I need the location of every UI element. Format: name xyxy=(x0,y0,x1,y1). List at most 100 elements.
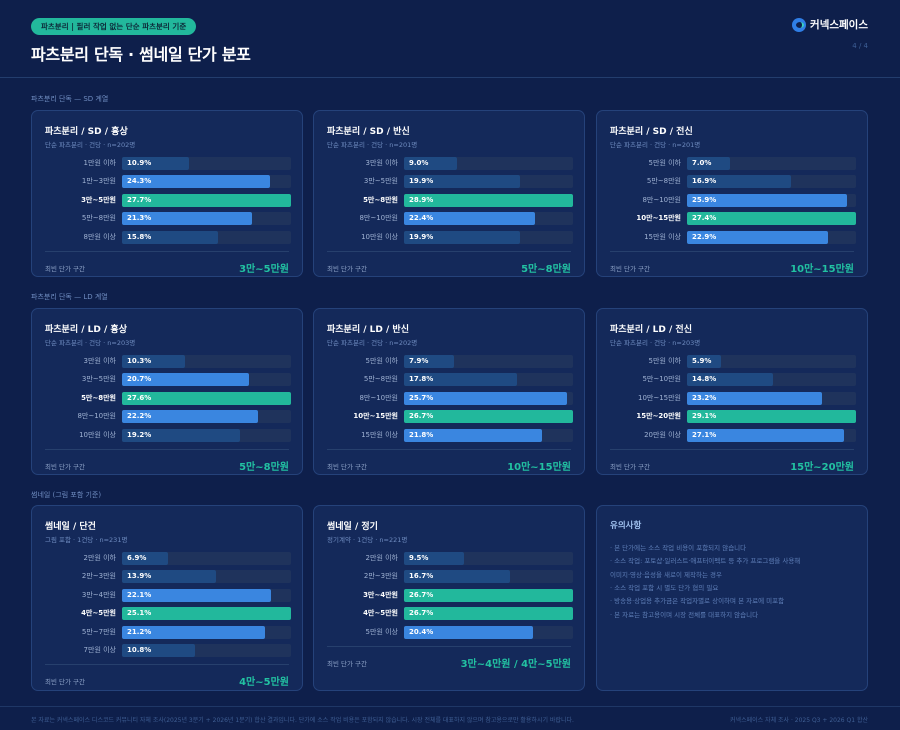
bar-row: 5만~8만원 21.3% xyxy=(32,212,302,226)
bar-label: 5만~8만원 xyxy=(81,393,116,402)
mode-label: 최빈 단가 구간 xyxy=(327,660,368,668)
bar-row: 15만원 이상 22.9% xyxy=(597,230,867,244)
price-card: 파츠분리 / LD / 반신 단순 파츠분리 · 건당 · n=202명 5만원… xyxy=(313,308,585,475)
bar-fill xyxy=(122,355,186,368)
bar-fill xyxy=(404,428,542,442)
bar-label: 4만~5만원 xyxy=(81,609,116,618)
bar-value: 21.2% xyxy=(127,627,152,636)
bar-track: 22.2% xyxy=(122,410,291,424)
bar-track: 23.2% xyxy=(687,391,856,405)
mode-value: 10만~15만원 xyxy=(790,264,854,275)
bar-fill xyxy=(687,373,773,387)
bar-fill xyxy=(404,355,454,368)
bar-track: 27.6% xyxy=(122,391,291,405)
bar-track: 10.9% xyxy=(122,157,291,170)
card-title: 파츠분리 / SD / 반신 xyxy=(327,127,410,137)
bar-fill xyxy=(687,230,829,244)
mode-label: 최빈 단가 구간 xyxy=(45,265,86,273)
price-card: 파츠분리 / SD / 반신 단순 파츠분리 · 건당 · n=201명 3만원… xyxy=(313,110,585,277)
bar-track: 22.4% xyxy=(404,212,573,226)
price-card: 파츠분리 / LD / 흉상 단순 파츠분리 · 건당 · n=203명 3만원… xyxy=(31,308,303,475)
bar-label: 5만~8만원 xyxy=(81,214,116,223)
bar-value: 9.5% xyxy=(409,554,429,562)
bar-track: 9.5% xyxy=(404,552,573,565)
bar-value: 22.1% xyxy=(127,590,152,599)
bar-label: 3만~4만원 xyxy=(363,590,398,599)
bar-fill xyxy=(404,193,573,207)
bar-label: 3만원 이하 xyxy=(365,159,398,167)
bar-fill xyxy=(122,428,240,442)
bar-label: 2만~3만원 xyxy=(363,572,398,581)
brand-logo: 커넥스페이스 xyxy=(792,17,868,32)
mode-label: 최빈 단가 구간 xyxy=(610,463,651,471)
bar-fill xyxy=(122,193,291,207)
mode-value: 5만~8만원 xyxy=(521,264,571,275)
bar-label: 3만~5만원 xyxy=(81,375,116,384)
bar-row: 3만~5만원 20.7% xyxy=(32,373,302,387)
bar-track: 20.4% xyxy=(404,625,573,639)
footer-source: 커넥스페이스 자체 조사 · 2025 Q3 + 2026 Q1 합산 xyxy=(730,717,868,724)
bar-fill xyxy=(122,410,258,424)
bar-label: 3만~5만원 xyxy=(81,195,116,204)
bar-label: 10만~15만원 xyxy=(353,412,398,421)
bar-value: 19.9% xyxy=(409,177,434,186)
bar-row: 5만~10만원 14.8% xyxy=(597,373,867,387)
bar-value: 16.9% xyxy=(692,177,717,186)
bar-label: 8만~10만원 xyxy=(359,393,398,402)
bar-row: 10만원 이상 19.2% xyxy=(32,428,302,442)
bar-row: 5만~8만원 28.9% xyxy=(314,193,584,207)
bar-track: 7.9% xyxy=(404,355,573,368)
bar-value: 17.8% xyxy=(409,375,434,384)
bar-row: 10만~15만원 23.2% xyxy=(597,391,867,405)
bar-fill xyxy=(404,391,567,405)
mode-value: 3만~5만원 xyxy=(239,264,289,275)
bar-value: 25.9% xyxy=(692,195,717,204)
bar-row: 2만원 이하 9.5% xyxy=(314,552,584,565)
bar-track: 26.7% xyxy=(404,607,573,621)
bar-row: 20만원 이상 27.1% xyxy=(597,428,867,442)
bar-fill xyxy=(687,410,856,424)
bar-label: 1만원 이하 xyxy=(83,159,116,167)
bar-value: 15.8% xyxy=(127,232,152,241)
category-badge: 파츠분리 | 필러 작업 없는 단순 파츠분리 기준 xyxy=(31,18,197,35)
card-subtitle: 단순 파츠분리 · 건당 · n=201명 xyxy=(610,141,701,149)
mode-value: 15만~20만원 xyxy=(790,462,854,473)
bar-row: 3만원 이하 10.3% xyxy=(32,355,302,368)
card-divider xyxy=(45,251,289,252)
page-indicator: 4 / 4 xyxy=(852,42,868,50)
note-item: 이미지·영상·음성을 새로이 제작하는 경우 xyxy=(610,570,722,579)
bar-row: 3만~5만원 27.7% xyxy=(32,193,302,207)
bar-row: 8만~10만원 25.9% xyxy=(597,193,867,207)
bar-fill xyxy=(122,391,291,405)
bar-value: 16.7% xyxy=(409,572,434,581)
footer-divider xyxy=(0,706,900,707)
notes-card: 유의사항 · 본 단가에는 소스 작업 비용이 포함되지 않습니다 · 소스 작업… xyxy=(596,505,868,691)
bar-label: 1만~3만원 xyxy=(81,177,116,186)
note-item: · 소스 작업: 포토샵·일러스트·애프터이펙트 등 추가 프로그램을 사용해 xyxy=(610,557,801,566)
bar-row: 10만원 이상 19.9% xyxy=(314,230,584,244)
bar-row: 3만~4만원 26.7% xyxy=(314,588,584,602)
bar-row: 3만~4만원 22.1% xyxy=(32,588,302,602)
bar-track: 22.1% xyxy=(122,588,291,602)
bar-value: 6.9% xyxy=(127,554,147,562)
bar-label: 10만원 이상 xyxy=(79,430,116,439)
card-subtitle: 단순 파츠분리 · 건당 · n=203명 xyxy=(610,339,701,347)
bar-value: 27.7% xyxy=(127,195,152,204)
bar-value: 26.7% xyxy=(409,609,434,618)
notes-title: 유의사항 xyxy=(610,521,642,531)
bar-track: 25.7% xyxy=(404,391,573,405)
bar-label: 3만~5만원 xyxy=(363,177,398,186)
section-label-sd: 파츠분리 단독 — SD 계열 xyxy=(31,95,109,103)
bar-value: 10.8% xyxy=(127,646,152,654)
bar-label: 10만원 이상 xyxy=(361,232,398,241)
bar-track: 24.3% xyxy=(122,175,291,189)
bar-fill xyxy=(122,625,265,639)
bar-track: 27.4% xyxy=(687,212,856,226)
logo-icon xyxy=(792,17,807,32)
bar-row: 15만원 이상 21.8% xyxy=(314,428,584,442)
card-divider xyxy=(327,449,571,450)
bar-track: 16.9% xyxy=(687,175,856,189)
bar-fill xyxy=(122,175,271,189)
bar-fill xyxy=(404,373,517,387)
bar-fill xyxy=(122,552,169,565)
